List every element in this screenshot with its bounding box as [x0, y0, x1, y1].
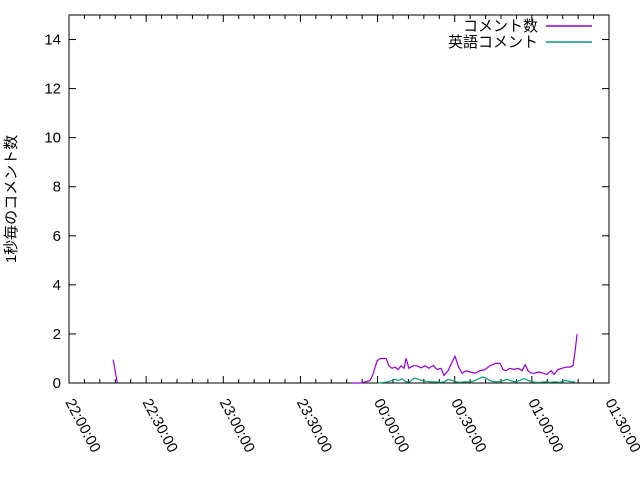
y-tick-label: 8 — [53, 179, 61, 196]
y-tick-label: 10 — [44, 130, 61, 147]
y-tick-label: 0 — [53, 375, 61, 392]
plot-frame — [68, 14, 610, 384]
series-line-1 — [378, 376, 576, 384]
x-tick-label: 01:30:00 — [601, 396, 640, 456]
legend-label-english-comments: 英語コメント — [448, 33, 538, 51]
y-axis-title: 1秒毎のコメント数 — [3, 135, 20, 263]
x-tick-label: 01:00:00 — [524, 396, 566, 456]
series-line-0 — [351, 333, 578, 384]
x-tick-label: 00:30:00 — [447, 396, 489, 456]
series-line-0 — [112, 359, 118, 384]
y-tick-label: 14 — [44, 32, 61, 49]
x-tick-label: 23:30:00 — [293, 396, 335, 456]
y-tick-label: 2 — [53, 326, 61, 343]
legend: コメント数 英語コメント — [448, 18, 592, 51]
y-tick-label: 12 — [44, 81, 61, 98]
series-lines — [112, 333, 578, 384]
legend-label-comment-count: コメント数 — [463, 18, 538, 35]
x-tick-label: 00:00:00 — [370, 396, 412, 456]
y-axis-ticks: 0 2 4 6 8 10 12 14 — [44, 32, 609, 392]
y-tick-label: 6 — [53, 228, 61, 245]
y-tick-label: 4 — [53, 277, 61, 294]
x-tick-label: 22:30:00 — [139, 396, 181, 456]
x-tick-label: 22:00:00 — [61, 396, 103, 456]
x-axis-ticks: 22:00:00 22:30:00 23:00:00 23:30:00 00:00:00… — [61, 15, 640, 455]
x-tick-label: 23:00:00 — [216, 396, 258, 456]
